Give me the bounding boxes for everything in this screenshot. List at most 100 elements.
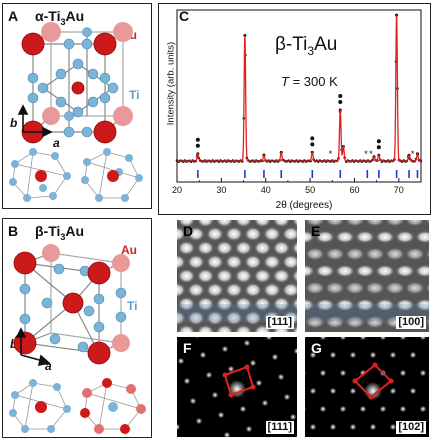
lattice-spot: [253, 240, 272, 256]
lattice-spot: [225, 226, 243, 242]
lattice-spot: [305, 220, 325, 227]
panel-d-hrtem-111: D [111]: [177, 220, 297, 332]
lattice-spot: [395, 298, 415, 312]
lattice-spot: [415, 298, 429, 312]
diffraction-spot: [369, 351, 377, 359]
panel-g-zone-axis: [102]: [396, 421, 426, 434]
lattice-spot: [177, 296, 196, 312]
panel-a-axis-a-label: a: [53, 136, 60, 150]
lattice-spot: [335, 298, 355, 312]
diffraction-spot: [379, 337, 387, 341]
diffraction-spot: [349, 387, 357, 395]
impurity-marker-dot: [195, 143, 200, 148]
lattice-spot: [291, 269, 297, 283]
lattice-spot: [375, 298, 395, 312]
diffraction-spot: [194, 337, 200, 339]
beta-ti3au-unit-cell: [9, 244, 146, 434]
diffraction-spot: [223, 431, 231, 437]
lattice-spot: [187, 310, 205, 326]
lattice-spot: [272, 296, 291, 312]
lattice-spot: [315, 264, 335, 278]
lattice-spot: [244, 254, 262, 270]
lattice-spot: [291, 241, 297, 255]
lattice-spot: [272, 268, 291, 284]
lattice-spot: [177, 268, 196, 284]
impurity-marker-dot: [195, 137, 200, 142]
lattice-spot: [425, 282, 429, 294]
diffraction-spot: [309, 351, 317, 359]
diffraction-spot: [339, 337, 347, 341]
diffraction-spot: [271, 353, 279, 361]
panel-e-hrtem-100: E [100]: [305, 220, 429, 332]
lattice-spot: [365, 315, 385, 329]
diffraction-spot: [329, 387, 337, 395]
diffraction-spot: [177, 338, 179, 344]
diffraction-spot: [295, 434, 297, 437]
lattice-spot: [177, 240, 196, 256]
star-marker: *: [411, 149, 415, 159]
lattice-spot: [263, 282, 281, 298]
lattice-spot: [425, 316, 429, 328]
star-marker: *: [364, 149, 368, 159]
diffraction-spot: [293, 347, 297, 355]
lattice-spot: [405, 247, 425, 261]
diffraction-spot: [399, 405, 407, 413]
lattice-spot: [187, 254, 205, 270]
lattice-spot: [187, 282, 205, 298]
panel-a-axis-b-label: b: [10, 116, 18, 130]
lattice-spot: [395, 264, 415, 278]
lattice-spot: [385, 220, 405, 227]
lattice-spot: [345, 220, 365, 227]
lattice-spot: [291, 220, 297, 227]
cell-vertex: [250, 384, 256, 390]
lattice-spot: [335, 230, 355, 244]
lattice-spot: [253, 220, 272, 228]
x-tick-label: 50: [305, 185, 315, 195]
lattice-spot: [253, 268, 272, 284]
diffraction-spot: [359, 405, 367, 413]
lattice-spot: [291, 297, 297, 311]
lattice-spot: [177, 226, 186, 242]
panel-f-zone-axis: [111]: [265, 421, 294, 434]
lattice-spot: [244, 282, 262, 298]
fit-line: [177, 15, 421, 162]
lattice-spot: [425, 248, 429, 260]
lattice-spot: [272, 240, 291, 256]
diffraction-spot: [211, 391, 219, 399]
diffraction-spot: [265, 337, 273, 341]
panel-d-zone-axis: [111]: [265, 316, 294, 329]
lattice-spot: [177, 220, 196, 228]
x-tick-label: 40: [261, 185, 271, 195]
lattice-spot: [345, 315, 365, 329]
impurity-marker-dot: [338, 99, 343, 104]
lattice-spot: [305, 298, 315, 312]
lattice-spot: [225, 310, 243, 326]
lattice-spot: [355, 264, 375, 278]
lattice-spot: [263, 254, 281, 270]
lattice-spot: [365, 247, 385, 261]
impurity-marker-dot: [376, 139, 381, 144]
diffraction-spot: [329, 351, 337, 359]
diffraction-spot: [389, 387, 397, 395]
lattice-spot: [196, 220, 215, 228]
diffraction-spot: [309, 387, 317, 395]
x-tick-label: 20: [172, 185, 182, 195]
lattice-spot: [215, 324, 234, 332]
panel-b-label: B: [8, 223, 19, 239]
panel-c-label: C: [179, 8, 190, 24]
diffraction-spot: [277, 373, 285, 381]
impurity-marker-dot: [310, 142, 315, 147]
lattice-spot: [263, 226, 281, 242]
diffraction-spot: [245, 425, 253, 433]
lattice-spot: [225, 254, 243, 270]
panel-g-diffraction-102: G [102]: [305, 337, 429, 437]
diffraction-spot: [195, 417, 203, 425]
lattice-spot: [282, 282, 297, 298]
diffraction-spot: [217, 411, 225, 419]
diffraction-spot: [305, 337, 307, 340]
plot-frame: [176, 9, 422, 183]
diffraction-spot: [349, 351, 357, 359]
diffraction-spot: [205, 371, 213, 379]
lattice-spot: [196, 240, 215, 256]
lattice-spot: [375, 230, 395, 244]
